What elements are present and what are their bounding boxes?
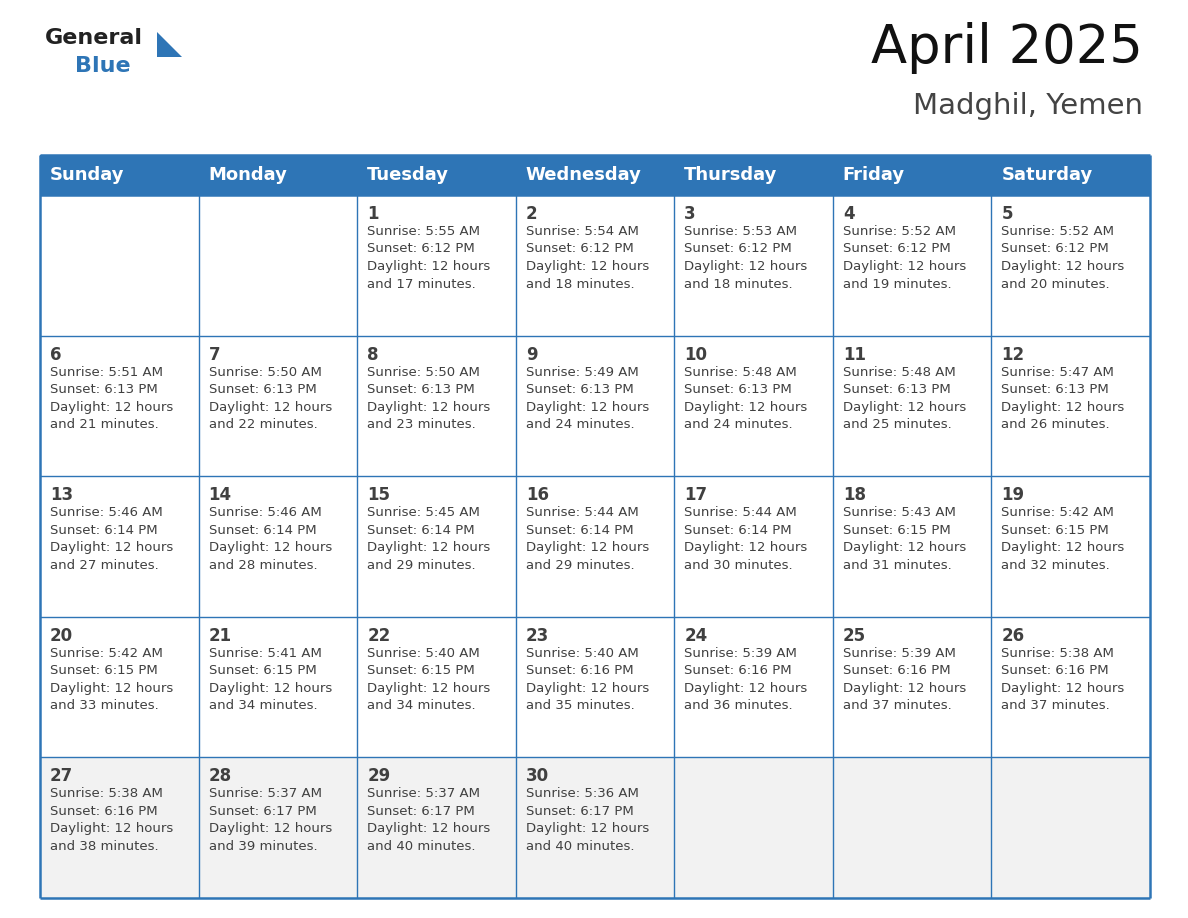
Text: Sunrise: 5:40 AM
Sunset: 6:15 PM
Daylight: 12 hours
and 34 minutes.: Sunrise: 5:40 AM Sunset: 6:15 PM Dayligh…	[367, 647, 491, 712]
Text: 23: 23	[526, 627, 549, 644]
Bar	[358, 155, 516, 195]
Text: 16: 16	[526, 487, 549, 504]
Text: Sunrise: 5:46 AM
Sunset: 6:14 PM
Daylight: 12 hours
and 27 minutes.: Sunrise: 5:46 AM Sunset: 6:14 PM Dayligh…	[50, 506, 173, 572]
Text: Madghil, Yemen: Madghil, Yemen	[914, 92, 1143, 120]
Text: 4: 4	[842, 205, 854, 223]
Text: 24: 24	[684, 627, 708, 644]
Text: Sunrise: 5:37 AM
Sunset: 6:17 PM
Daylight: 12 hours
and 39 minutes.: Sunrise: 5:37 AM Sunset: 6:17 PM Dayligh…	[209, 788, 331, 853]
Text: 11: 11	[842, 345, 866, 364]
Bar	[833, 155, 992, 195]
Text: 30: 30	[526, 767, 549, 786]
Bar	[40, 757, 1150, 898]
Text: Blue: Blue	[75, 56, 131, 76]
Text: Sunrise: 5:52 AM
Sunset: 6:12 PM
Daylight: 12 hours
and 19 minutes.: Sunrise: 5:52 AM Sunset: 6:12 PM Dayligh…	[842, 225, 966, 290]
Text: 10: 10	[684, 345, 707, 364]
Bar	[40, 336, 1150, 476]
Text: Sunrise: 5:44 AM
Sunset: 6:14 PM
Daylight: 12 hours
and 29 minutes.: Sunrise: 5:44 AM Sunset: 6:14 PM Dayligh…	[526, 506, 649, 572]
Text: Sunrise: 5:50 AM
Sunset: 6:13 PM
Daylight: 12 hours
and 22 minutes.: Sunrise: 5:50 AM Sunset: 6:13 PM Dayligh…	[209, 365, 331, 431]
Text: Sunrise: 5:45 AM
Sunset: 6:14 PM
Daylight: 12 hours
and 29 minutes.: Sunrise: 5:45 AM Sunset: 6:14 PM Dayligh…	[367, 506, 491, 572]
Text: 25: 25	[842, 627, 866, 644]
Text: Sunrise: 5:39 AM
Sunset: 6:16 PM
Daylight: 12 hours
and 36 minutes.: Sunrise: 5:39 AM Sunset: 6:16 PM Dayligh…	[684, 647, 808, 712]
Text: Sunrise: 5:39 AM
Sunset: 6:16 PM
Daylight: 12 hours
and 37 minutes.: Sunrise: 5:39 AM Sunset: 6:16 PM Dayligh…	[842, 647, 966, 712]
Text: Sunrise: 5:55 AM
Sunset: 6:12 PM
Daylight: 12 hours
and 17 minutes.: Sunrise: 5:55 AM Sunset: 6:12 PM Dayligh…	[367, 225, 491, 290]
Text: 18: 18	[842, 487, 866, 504]
Text: Thursday: Thursday	[684, 166, 778, 184]
Text: 9: 9	[526, 345, 537, 364]
Text: Sunrise: 5:41 AM
Sunset: 6:15 PM
Daylight: 12 hours
and 34 minutes.: Sunrise: 5:41 AM Sunset: 6:15 PM Dayligh…	[209, 647, 331, 712]
Text: 15: 15	[367, 487, 390, 504]
Text: Sunrise: 5:48 AM
Sunset: 6:13 PM
Daylight: 12 hours
and 25 minutes.: Sunrise: 5:48 AM Sunset: 6:13 PM Dayligh…	[842, 365, 966, 431]
Text: 17: 17	[684, 487, 707, 504]
Text: 28: 28	[209, 767, 232, 786]
Text: Sunrise: 5:37 AM
Sunset: 6:17 PM
Daylight: 12 hours
and 40 minutes.: Sunrise: 5:37 AM Sunset: 6:17 PM Dayligh…	[367, 788, 491, 853]
Text: 20: 20	[50, 627, 74, 644]
Text: Sunrise: 5:38 AM
Sunset: 6:16 PM
Daylight: 12 hours
and 37 minutes.: Sunrise: 5:38 AM Sunset: 6:16 PM Dayligh…	[1001, 647, 1125, 712]
Bar	[516, 155, 675, 195]
Bar	[40, 155, 198, 195]
Bar	[40, 195, 1150, 336]
Text: 8: 8	[367, 345, 379, 364]
Text: 5: 5	[1001, 205, 1013, 223]
Bar	[992, 155, 1150, 195]
Text: 27: 27	[50, 767, 74, 786]
Text: Sunrise: 5:43 AM
Sunset: 6:15 PM
Daylight: 12 hours
and 31 minutes.: Sunrise: 5:43 AM Sunset: 6:15 PM Dayligh…	[842, 506, 966, 572]
Bar	[675, 155, 833, 195]
Text: 12: 12	[1001, 345, 1024, 364]
Text: Sunrise: 5:40 AM
Sunset: 6:16 PM
Daylight: 12 hours
and 35 minutes.: Sunrise: 5:40 AM Sunset: 6:16 PM Dayligh…	[526, 647, 649, 712]
Text: Sunrise: 5:36 AM
Sunset: 6:17 PM
Daylight: 12 hours
and 40 minutes.: Sunrise: 5:36 AM Sunset: 6:17 PM Dayligh…	[526, 788, 649, 853]
Bar	[198, 155, 358, 195]
Text: Sunrise: 5:47 AM
Sunset: 6:13 PM
Daylight: 12 hours
and 26 minutes.: Sunrise: 5:47 AM Sunset: 6:13 PM Dayligh…	[1001, 365, 1125, 431]
Text: 1: 1	[367, 205, 379, 223]
Text: Saturday: Saturday	[1001, 166, 1093, 184]
Text: Sunrise: 5:54 AM
Sunset: 6:12 PM
Daylight: 12 hours
and 18 minutes.: Sunrise: 5:54 AM Sunset: 6:12 PM Dayligh…	[526, 225, 649, 290]
Text: Friday: Friday	[842, 166, 905, 184]
Text: Sunrise: 5:51 AM
Sunset: 6:13 PM
Daylight: 12 hours
and 21 minutes.: Sunrise: 5:51 AM Sunset: 6:13 PM Dayligh…	[50, 365, 173, 431]
Text: 2: 2	[526, 205, 537, 223]
Text: Sunrise: 5:46 AM
Sunset: 6:14 PM
Daylight: 12 hours
and 28 minutes.: Sunrise: 5:46 AM Sunset: 6:14 PM Dayligh…	[209, 506, 331, 572]
Text: Sunrise: 5:50 AM
Sunset: 6:13 PM
Daylight: 12 hours
and 23 minutes.: Sunrise: 5:50 AM Sunset: 6:13 PM Dayligh…	[367, 365, 491, 431]
Text: 13: 13	[50, 487, 74, 504]
Text: General: General	[45, 28, 143, 48]
Text: 14: 14	[209, 487, 232, 504]
Text: Sunrise: 5:48 AM
Sunset: 6:13 PM
Daylight: 12 hours
and 24 minutes.: Sunrise: 5:48 AM Sunset: 6:13 PM Dayligh…	[684, 365, 808, 431]
Bar	[40, 617, 1150, 757]
Text: Sunrise: 5:42 AM
Sunset: 6:15 PM
Daylight: 12 hours
and 33 minutes.: Sunrise: 5:42 AM Sunset: 6:15 PM Dayligh…	[50, 647, 173, 712]
Text: Sunrise: 5:52 AM
Sunset: 6:12 PM
Daylight: 12 hours
and 20 minutes.: Sunrise: 5:52 AM Sunset: 6:12 PM Dayligh…	[1001, 225, 1125, 290]
Bar	[40, 476, 1150, 617]
Text: Tuesday: Tuesday	[367, 166, 449, 184]
Text: 21: 21	[209, 627, 232, 644]
Polygon shape	[157, 32, 182, 57]
Text: 3: 3	[684, 205, 696, 223]
Text: Monday: Monday	[209, 166, 287, 184]
Text: Sunrise: 5:44 AM
Sunset: 6:14 PM
Daylight: 12 hours
and 30 minutes.: Sunrise: 5:44 AM Sunset: 6:14 PM Dayligh…	[684, 506, 808, 572]
Text: Sunrise: 5:42 AM
Sunset: 6:15 PM
Daylight: 12 hours
and 32 minutes.: Sunrise: 5:42 AM Sunset: 6:15 PM Dayligh…	[1001, 506, 1125, 572]
Text: April 2025: April 2025	[871, 22, 1143, 74]
Text: 6: 6	[50, 345, 62, 364]
Text: Sunrise: 5:38 AM
Sunset: 6:16 PM
Daylight: 12 hours
and 38 minutes.: Sunrise: 5:38 AM Sunset: 6:16 PM Dayligh…	[50, 788, 173, 853]
Text: Sunrise: 5:49 AM
Sunset: 6:13 PM
Daylight: 12 hours
and 24 minutes.: Sunrise: 5:49 AM Sunset: 6:13 PM Dayligh…	[526, 365, 649, 431]
Text: 22: 22	[367, 627, 391, 644]
Text: Sunrise: 5:53 AM
Sunset: 6:12 PM
Daylight: 12 hours
and 18 minutes.: Sunrise: 5:53 AM Sunset: 6:12 PM Dayligh…	[684, 225, 808, 290]
Text: 19: 19	[1001, 487, 1024, 504]
Text: Sunday: Sunday	[50, 166, 125, 184]
Text: 26: 26	[1001, 627, 1024, 644]
Text: 29: 29	[367, 767, 391, 786]
Text: Wednesday: Wednesday	[526, 166, 642, 184]
Text: 7: 7	[209, 345, 220, 364]
